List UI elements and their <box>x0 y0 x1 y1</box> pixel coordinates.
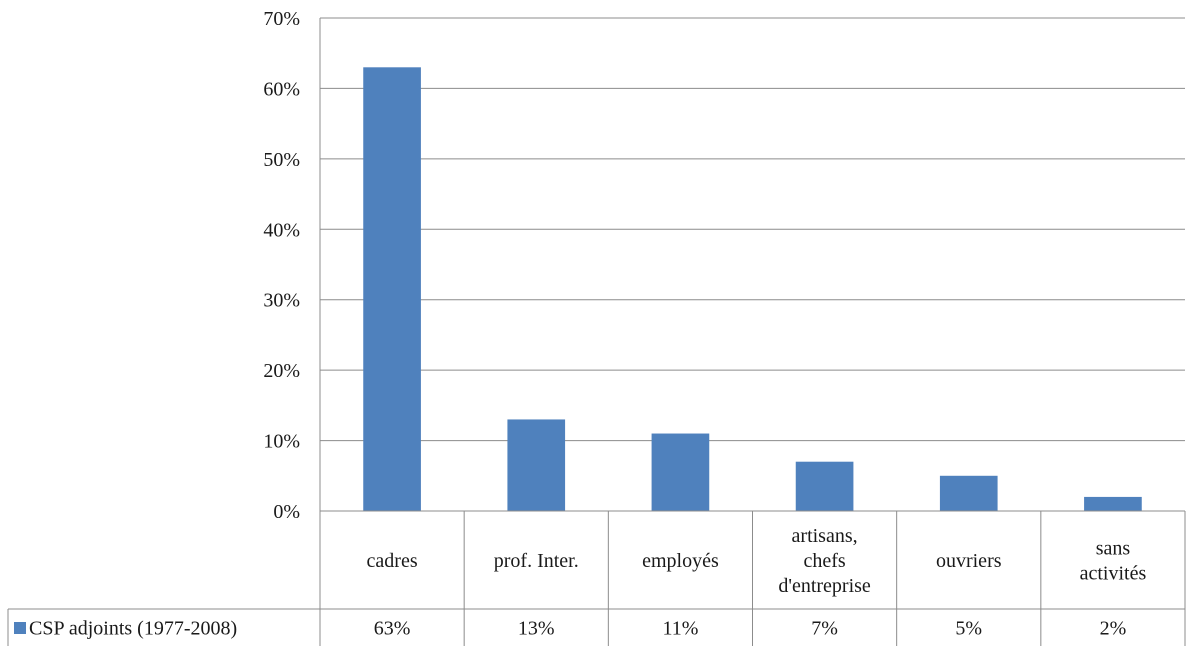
data-table-value: 7% <box>811 618 838 640</box>
legend-series-name: CSP adjoints (1977-2008) <box>29 618 237 640</box>
gridlines <box>319 17 1185 646</box>
y-tick-label: 20% <box>263 360 300 382</box>
category-label: cadres <box>367 550 418 572</box>
bar <box>507 419 566 511</box>
data-table-value: 11% <box>662 618 698 640</box>
data-table-values: 63% 13% 11% 7% 5% 2% <box>374 618 1127 640</box>
y-tick-label: 30% <box>263 290 300 312</box>
bar <box>795 461 854 511</box>
category-label: prof. Inter. <box>494 550 579 572</box>
bar <box>939 475 998 511</box>
y-tick-label: 60% <box>263 78 300 100</box>
y-tick-label: 50% <box>263 149 300 171</box>
data-table-value: 5% <box>955 618 982 640</box>
bar <box>1084 496 1142 511</box>
bar <box>363 67 421 512</box>
data-table-value: 13% <box>518 618 555 640</box>
category-label: employés <box>642 550 719 572</box>
legend: CSP adjoints (1977-2008) <box>14 618 237 640</box>
category-label: artisans, chefs d'entreprise <box>778 525 871 597</box>
bar <box>651 433 710 511</box>
y-tick-label: 10% <box>263 431 300 453</box>
data-table-value: 63% <box>374 618 411 640</box>
y-axis-ticks: 0% 10% 20% 30% 40% 50% 60% 70% <box>263 8 300 523</box>
category-labels: cadres prof. Inter. employés artisans, chefs… <box>367 525 1147 597</box>
legend-swatch <box>14 622 26 634</box>
data-table-value: 2% <box>1100 618 1127 640</box>
y-tick-label: 70% <box>263 8 300 30</box>
y-tick-label: 40% <box>263 219 300 241</box>
category-label: ouvriers <box>936 550 1002 572</box>
data-table <box>7 510 1186 646</box>
category-label: sans activités <box>1080 538 1147 585</box>
y-tick-label: 0% <box>273 501 300 523</box>
bars <box>363 67 1142 512</box>
